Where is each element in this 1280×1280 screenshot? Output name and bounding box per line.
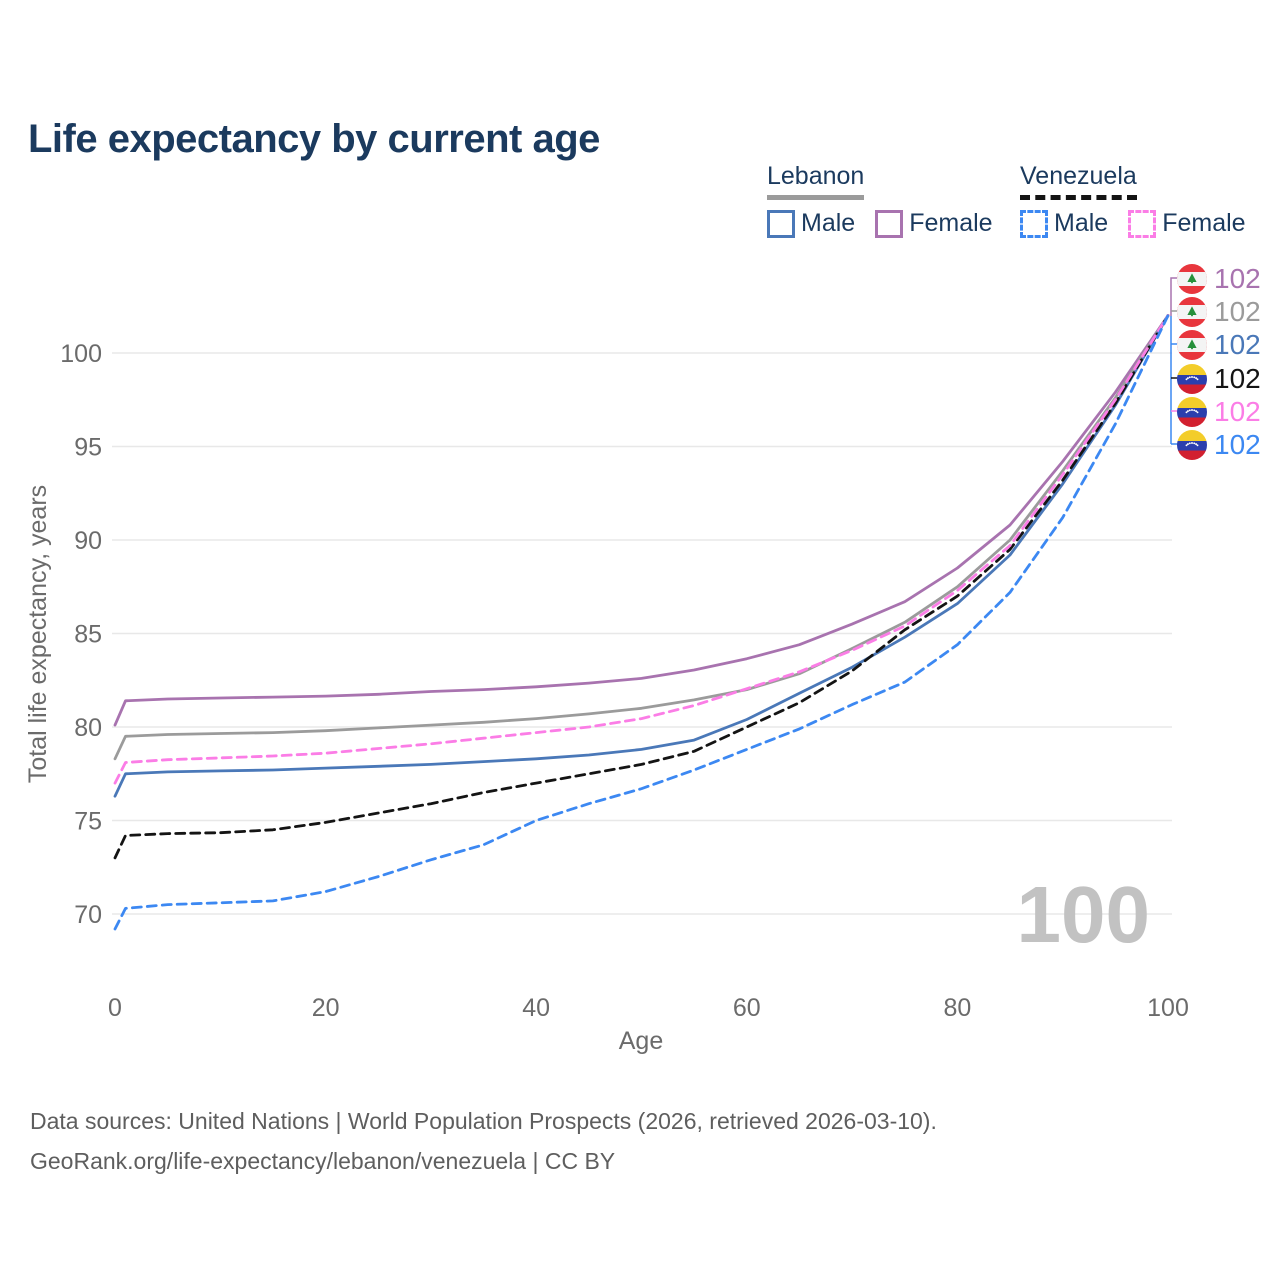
series-line-venezuela[interactable] — [113, 314, 1170, 860]
x-axis-title: Age — [619, 1027, 663, 1055]
end-label-value: 102 — [1214, 329, 1261, 360]
legend-country-lebanon[interactable]: Lebanon — [767, 162, 865, 200]
y-tick-label: 95 — [74, 434, 102, 462]
y-tick-label: 90 — [74, 527, 102, 555]
y-tick-label: 75 — [74, 808, 102, 836]
series-line-lebanon-male[interactable] — [113, 314, 1170, 798]
venezuela-flag-icon — [1177, 397, 1207, 427]
legend-label-lebanon-male: Male — [801, 209, 856, 237]
legend-item-venezuela-female[interactable]: Female — [1128, 209, 1246, 238]
end-label-value: 102 — [1214, 296, 1261, 327]
legend-item-lebanon-male[interactable]: Male — [767, 209, 855, 238]
series-line-lebanon-female[interactable] — [113, 314, 1170, 727]
lebanon-flag-icon — [1177, 297, 1207, 327]
legend-label-venezuela-male: Male — [1054, 209, 1109, 237]
x-tick-label: 60 — [733, 994, 761, 1022]
venezuela-flag-icon — [1177, 430, 1207, 460]
x-tick-label: 100 — [1147, 994, 1189, 1022]
venezuela-female-swatch-icon — [1128, 209, 1157, 238]
x-tick-label: 40 — [522, 994, 550, 1022]
y-tick-label: 100 — [60, 340, 102, 368]
lebanon-flag-icon — [1177, 330, 1207, 360]
connector-lebanon-female — [1170, 277, 1180, 316]
legend-label-lebanon-female: Female — [909, 209, 993, 237]
venezuela-flag-icon — [1177, 364, 1207, 394]
legend-country-venezuela[interactable]: Venezuela — [1020, 162, 1137, 200]
end-label-venezuela_total[interactable]: 102 — [1177, 363, 1261, 395]
age-counter-watermark: 100 — [1017, 870, 1150, 959]
series-line-venezuela-female[interactable] — [113, 314, 1170, 785]
x-tick-label: 20 — [312, 994, 340, 1022]
end-label-value: 102 — [1214, 263, 1261, 294]
attribution-link-text[interactable]: GeoRank.org/life-expectancy/lebanon/vene… — [30, 1148, 616, 1174]
lebanon-flag-icon — [1177, 264, 1207, 294]
end-label-venezuela_female[interactable]: 102 — [1177, 396, 1261, 428]
end-label-lebanon_female[interactable]: 102 — [1177, 263, 1261, 295]
end-label-value: 102 — [1214, 429, 1261, 460]
end-label-venezuela_male[interactable]: 102 — [1177, 429, 1261, 461]
legend-group-lebanon: Lebanon Male Female — [767, 162, 993, 238]
legend-item-venezuela-male[interactable]: Male — [1020, 209, 1108, 238]
end-label-lebanon_male[interactable]: 102 — [1177, 329, 1261, 361]
series-line-venezuela-male[interactable] — [113, 314, 1170, 931]
lebanon-female-swatch-icon — [875, 209, 904, 238]
data-sources-text: Data sources: United Nations | World Pop… — [30, 1108, 937, 1134]
venezuela-male-swatch-icon — [1020, 209, 1048, 238]
page-title: Life expectancy by current age — [28, 116, 600, 161]
series-line-lebanon[interactable] — [113, 314, 1170, 761]
legend-group-venezuela: Venezuela Male Female — [1020, 162, 1246, 238]
y-tick-label: 70 — [74, 901, 102, 929]
legend-item-lebanon-female[interactable]: Female — [875, 209, 993, 238]
y-axis-title: Total life expectancy, years — [24, 485, 52, 783]
legend-label-venezuela-female: Female — [1162, 209, 1246, 237]
lebanon-male-swatch-icon — [767, 209, 795, 238]
end-label-lebanon_total[interactable]: 102 — [1177, 296, 1261, 328]
x-tick-label: 80 — [943, 994, 971, 1022]
end-label-value: 102 — [1214, 396, 1261, 427]
x-tick-label: 0 — [108, 994, 122, 1022]
y-tick-label: 80 — [74, 714, 102, 742]
end-label-value: 102 — [1214, 363, 1261, 394]
y-tick-label: 85 — [74, 621, 102, 649]
